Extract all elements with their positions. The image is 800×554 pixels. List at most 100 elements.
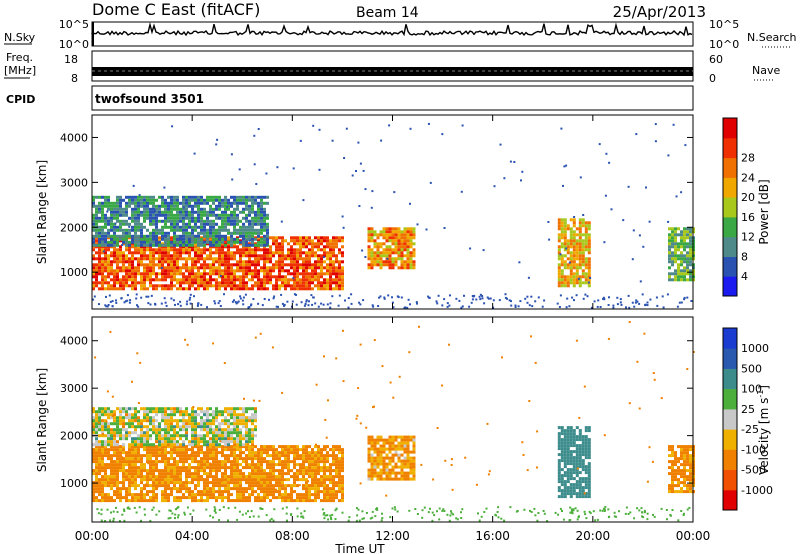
velocity-cell — [203, 454, 206, 458]
power-cell — [209, 251, 212, 255]
power-cell — [587, 266, 591, 270]
power-cell — [412, 251, 416, 255]
power-cell — [206, 263, 209, 267]
power-cell — [134, 248, 137, 252]
velocity-cell — [275, 448, 278, 452]
velocity-cell — [272, 496, 275, 500]
power-cell — [203, 278, 206, 282]
velocity-cell — [263, 448, 266, 452]
power-cell — [332, 251, 335, 255]
power-cell — [272, 275, 275, 279]
power-cell — [263, 263, 266, 267]
power-cell — [299, 278, 302, 282]
power-cell — [158, 231, 161, 235]
power-cell — [317, 287, 320, 291]
velocity-cell — [164, 496, 167, 500]
power-cell — [686, 233, 689, 237]
power-cell — [674, 227, 677, 231]
power-cell — [557, 233, 561, 237]
velocity-cell — [266, 466, 269, 470]
power-cell — [581, 218, 585, 222]
power-cell — [134, 272, 137, 276]
power-cell — [263, 269, 266, 273]
power-cell — [668, 266, 671, 270]
power-cell — [293, 251, 296, 255]
power-cell — [686, 227, 689, 231]
velocity-cell — [179, 475, 182, 479]
power-cell — [284, 239, 287, 243]
power-cell — [391, 227, 395, 231]
power-sparse-return — [667, 154, 670, 157]
velocity-cell — [140, 454, 143, 458]
power-cell — [278, 272, 281, 276]
velocity-cell — [92, 410, 95, 414]
power-cell — [101, 231, 104, 235]
velocity-cell — [101, 454, 104, 458]
velocity-cell — [170, 475, 173, 479]
velocity-cell — [248, 472, 251, 476]
velocity-cell — [203, 451, 206, 455]
velocity-cell — [113, 422, 116, 426]
velocity-cell — [260, 487, 263, 491]
power-cell — [119, 225, 122, 229]
power-cell — [677, 254, 680, 258]
power-cell — [179, 287, 182, 291]
power-cell — [373, 251, 377, 255]
power-cell — [233, 225, 236, 229]
power-ground-scatter — [468, 305, 471, 308]
power-cell — [203, 243, 206, 247]
power-cell — [227, 278, 230, 282]
power-cell — [572, 260, 576, 264]
power-cell — [338, 251, 341, 255]
power-cell — [191, 260, 194, 264]
power-cell — [164, 216, 167, 220]
velocity-cell — [191, 499, 194, 503]
power-cell — [394, 233, 398, 237]
velocity-cell — [182, 454, 185, 458]
power-ground-scatter — [524, 297, 527, 300]
velocity-cell — [209, 463, 212, 467]
velocity-cell — [164, 451, 167, 455]
power-cell — [578, 233, 582, 237]
power-cell — [209, 231, 212, 235]
power-cell — [686, 257, 689, 261]
power-cell — [584, 230, 588, 234]
power-cell — [137, 228, 140, 232]
power-sparse-return — [568, 261, 571, 264]
velocity-cell — [224, 448, 227, 452]
power-cell — [308, 254, 311, 258]
power-cell — [227, 257, 230, 261]
velocity-cell — [92, 443, 95, 447]
power-cell — [572, 257, 576, 261]
power-cell — [191, 272, 194, 276]
power-ground-scatter — [541, 305, 544, 308]
velocity-cell — [230, 431, 233, 435]
velocity-cell — [176, 472, 179, 476]
velocity-cell — [200, 457, 203, 461]
power-cell — [116, 275, 119, 279]
power-cell — [566, 224, 570, 228]
power-cell — [140, 225, 143, 229]
velocity-cell — [326, 445, 329, 449]
velocity-cell — [332, 460, 335, 464]
velocity-cell — [179, 448, 182, 452]
power-cell — [122, 237, 125, 241]
power-cell — [560, 272, 564, 276]
power-cell — [341, 275, 344, 279]
nave-axis-bottom: 0 — [709, 72, 716, 85]
velocity-cell — [188, 448, 191, 452]
power-cell — [182, 222, 185, 226]
velocity-cell — [203, 410, 206, 414]
power-cell — [367, 245, 371, 249]
power-cell — [242, 263, 245, 267]
velocity-cell — [278, 454, 281, 458]
velocity-cell — [179, 434, 182, 438]
power-cell — [269, 254, 272, 258]
power-cell — [128, 198, 131, 202]
velocity-cell — [296, 499, 299, 503]
velocity-cell — [209, 475, 212, 479]
velocity-cell — [287, 472, 290, 476]
velocity-cell — [251, 431, 254, 435]
velocity-cell — [332, 478, 335, 482]
velocity-cell — [329, 487, 332, 491]
